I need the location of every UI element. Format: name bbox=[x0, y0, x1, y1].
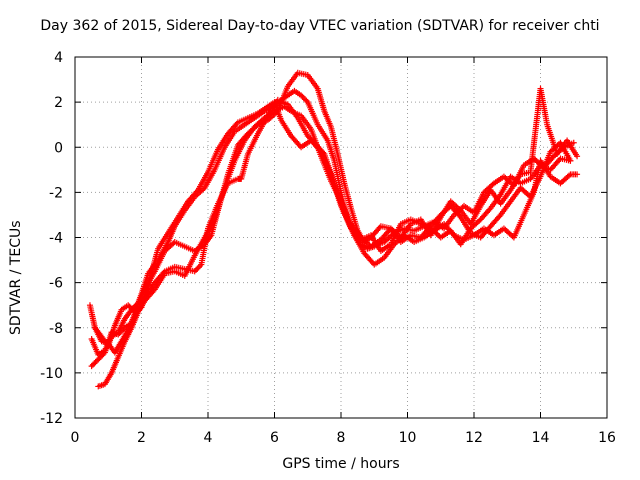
data-point bbox=[115, 331, 122, 338]
series-track-2 bbox=[88, 69, 581, 358]
x-tick-label: 8 bbox=[337, 430, 346, 446]
x-tick-label: 4 bbox=[204, 430, 213, 446]
y-tick-label: 0 bbox=[54, 140, 63, 156]
data-point bbox=[303, 97, 310, 104]
data-point bbox=[302, 96, 309, 103]
data-point bbox=[570, 139, 577, 146]
data-point bbox=[574, 171, 581, 178]
y-tick-label: 2 bbox=[54, 95, 63, 111]
data-point bbox=[92, 359, 99, 366]
data-point bbox=[195, 264, 202, 271]
data-point bbox=[95, 356, 102, 363]
data-point bbox=[97, 353, 104, 360]
data-point bbox=[93, 357, 100, 364]
series-track-5 bbox=[95, 103, 574, 390]
data-point bbox=[304, 132, 311, 139]
data-markers bbox=[86, 69, 581, 390]
data-point bbox=[574, 153, 581, 160]
data-point bbox=[197, 262, 204, 269]
x-tick-label: 2 bbox=[137, 430, 146, 446]
y-tick-label: -12 bbox=[40, 411, 63, 427]
y-tick-label: -8 bbox=[49, 321, 63, 337]
x-tick-label: 10 bbox=[399, 430, 417, 446]
data-point bbox=[299, 93, 306, 100]
data-point bbox=[91, 360, 98, 367]
data-point bbox=[88, 363, 95, 370]
grid-lines bbox=[75, 57, 607, 418]
y-tick-label: -4 bbox=[49, 231, 63, 247]
data-point bbox=[193, 266, 200, 273]
data-point bbox=[117, 328, 124, 335]
x-tick-label: 6 bbox=[270, 430, 279, 446]
x-axis-label: GPS time / hours bbox=[282, 456, 400, 472]
data-point bbox=[125, 302, 132, 309]
data-point bbox=[191, 268, 198, 275]
chart-title: Day 362 of 2015, Sidereal Day-to-day VTE… bbox=[40, 18, 600, 34]
axis-ticks: 0 2 4 6 8 10 12 14 16 -12 -10 -8 -6 -4 -2 0 2 4 bbox=[40, 50, 616, 446]
data-point bbox=[99, 352, 106, 359]
data-point bbox=[298, 92, 305, 99]
x-tick-label: 0 bbox=[71, 430, 80, 446]
data-point bbox=[194, 265, 201, 272]
data-point bbox=[96, 354, 103, 361]
data-point bbox=[116, 330, 123, 337]
y-tick-label: -2 bbox=[49, 185, 63, 201]
x-tick-label: 14 bbox=[532, 430, 550, 446]
data-point bbox=[119, 327, 126, 334]
data-point bbox=[89, 361, 96, 368]
x-tick-label: 12 bbox=[465, 430, 483, 446]
data-point bbox=[567, 157, 574, 164]
data-point bbox=[300, 95, 307, 102]
x-tick-label: 16 bbox=[598, 430, 616, 446]
y-tick-label: -10 bbox=[40, 366, 63, 382]
y-tick-label: 4 bbox=[54, 50, 63, 66]
y-tick-label: -6 bbox=[49, 276, 63, 292]
data-point bbox=[100, 350, 107, 357]
y-axis-label: SDTVAR / TECUs bbox=[8, 220, 24, 335]
data-point bbox=[128, 306, 135, 313]
